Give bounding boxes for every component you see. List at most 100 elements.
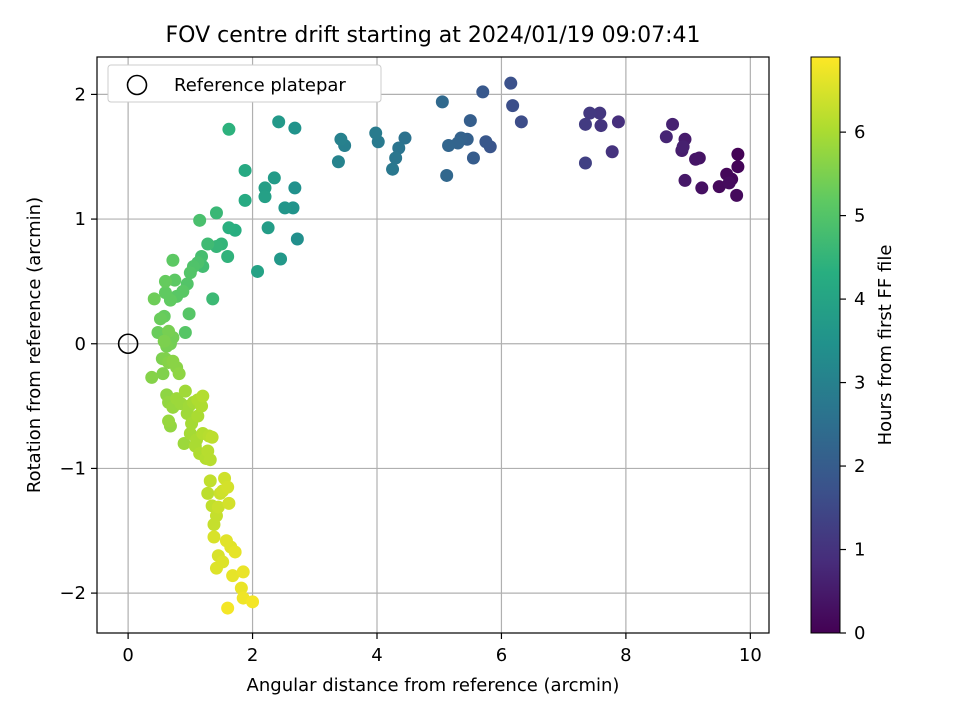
legend-marker [126,74,148,96]
x-tick-label: 10 [739,645,762,666]
data-point [666,117,680,131]
data-point [331,155,345,169]
legend: Reference platepar [107,64,382,103]
colorbar-tick-label: 4 [854,289,865,310]
data-point [222,122,236,136]
data-point [463,114,477,128]
data-point [514,115,528,129]
data-point [201,237,215,251]
y-axis-label: Rotation from reference (arcmin) [24,197,45,493]
data-point [157,334,171,348]
data-point [222,496,236,510]
data-point [479,135,493,149]
data-point [605,145,619,159]
data-point [676,140,690,154]
data-points [145,76,745,615]
colorbar-tick-label: 2 [854,456,865,477]
data-point [398,131,412,145]
data-point [288,181,302,195]
data-point [712,180,726,194]
y-axis-ticks: −2 −1 0 1 2 [59,84,97,604]
data-point [583,106,597,120]
data-point [206,292,220,306]
data-point [236,565,250,579]
data-point [158,286,172,300]
data-point [238,163,252,177]
data-point [334,132,348,146]
data-point [440,168,454,182]
data-point [221,601,235,615]
data-point [193,213,207,227]
data-point [466,151,480,165]
data-point [145,370,159,384]
data-point [172,367,186,381]
data-point [386,162,400,176]
data-point [267,171,281,185]
data-point [207,530,221,544]
data-point [222,221,236,235]
data-point [162,414,176,428]
plot-frame [96,56,770,634]
data-point [195,399,209,413]
x-tick-label: 2 [247,645,258,666]
data-point [153,312,167,326]
x-tick-label: 6 [496,645,507,666]
colorbar-gradient [810,56,841,634]
data-point [506,99,520,113]
data-point [183,266,197,280]
legend-box [107,64,382,103]
data-point [442,139,456,153]
data-point [162,324,176,338]
legend-label: Reference platepar [174,75,346,96]
data-point [476,85,490,99]
data-point [228,545,242,559]
data-point [205,430,219,444]
colorbar-ticks: 0 1 2 3 4 5 6 [840,122,865,644]
data-point [278,201,292,215]
data-point [678,173,692,187]
data-point [659,130,673,144]
data-point [695,181,709,195]
colorbar-tick-label: 3 [854,373,865,394]
data-point [274,252,288,266]
data-point [226,569,240,583]
data-point [196,389,210,403]
data-point [689,152,703,166]
data-point [392,141,406,155]
data-point [221,480,235,494]
data-point [504,76,518,90]
colorbar-label: Hours from first FF file [875,245,896,446]
reference-marker [117,333,139,355]
data-point [731,147,745,161]
data-point [251,264,265,278]
data-point [594,119,608,133]
data-point [288,121,302,135]
data-point [221,249,235,263]
grid-lines [97,57,769,633]
data-point [191,409,205,423]
colorbar-tick-label: 1 [854,540,865,561]
x-tick-label: 4 [371,645,382,666]
y-tick-label: 2 [75,84,86,105]
data-point [238,193,252,207]
data-point [209,206,223,220]
data-point [593,106,607,120]
data-point [578,156,592,170]
data-point [203,474,217,488]
y-tick-label: −1 [59,458,86,479]
data-point [578,117,592,131]
data-point [261,221,275,235]
data-point [201,486,215,500]
data-point [182,307,196,321]
data-point [258,190,272,204]
x-axis-ticks: 0 2 4 6 8 10 [122,633,762,666]
data-point [290,232,304,246]
data-point [178,326,192,340]
data-point [389,151,403,165]
x-tick-label: 0 [122,645,133,666]
data-point [158,274,172,288]
y-tick-label: 1 [75,209,86,230]
data-point [369,126,383,140]
x-axis-label: Angular distance from reference (arcmin) [247,675,620,696]
data-point [272,115,286,129]
